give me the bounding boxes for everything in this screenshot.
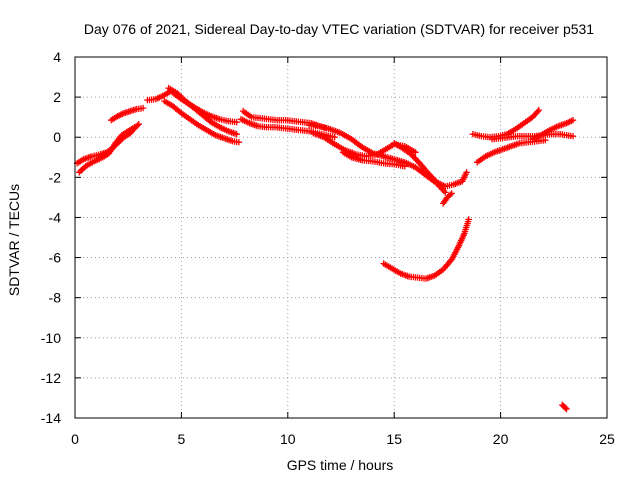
y-tick-label: -10 [41,330,61,346]
data-series-arc-k [391,140,470,190]
data-point-marker [131,124,138,131]
data-series-arc-l [339,149,408,170]
y-tick-label: 0 [53,129,61,145]
data-point-marker [139,104,147,112]
x-tick-label: 25 [599,431,615,447]
data-series-arc-s [559,401,570,413]
y-tick-label: -12 [41,370,61,386]
data-point-marker [569,133,577,140]
y-tick-label: 4 [53,49,61,65]
data-series-arc-g [239,107,330,132]
x-tick-label: 10 [280,431,296,447]
tick-layer: 0 5 10 15 20 25 -14 -12 -10 -8 -6 -4 -2 0 2 4 [41,49,615,447]
data-point-marker [562,404,569,412]
data-series-arc-r [529,117,577,143]
data-series-arc-p [474,137,549,166]
data-series-arc-n [380,216,472,282]
y-axis-label: SDTVAR / TECUs [6,184,22,296]
plot-frame [74,56,608,419]
y-tick-label: -6 [49,250,62,266]
data-point-marker [135,121,142,128]
data-point-marker [465,216,472,223]
x-tick-label: 5 [178,431,186,447]
y-tick-label: -14 [41,410,61,426]
data-point-marker [331,134,338,141]
x-tick-label: 0 [71,431,79,447]
data-point-marker [463,169,470,176]
data-point-marker [235,139,243,146]
data-point-marker [569,117,577,124]
data-point-marker [233,119,240,126]
data-point-marker [412,149,419,156]
data-series-arc-m [439,190,455,207]
y-tick-label: 2 [53,89,61,105]
data-series-arc-h [237,116,338,141]
data-point-marker [233,131,240,138]
data-point-marker [448,190,455,197]
data-series-arc-e [161,97,243,146]
data-series-arc-b [76,124,138,176]
y-tick-label: -4 [49,209,62,225]
y-tick-label: -2 [49,169,62,185]
data-series-arc-f [165,84,240,138]
data-point-marker [535,106,543,114]
chart-title: Day 076 of 2021, Sidereal Day-to-day VTE… [84,21,594,37]
data-series-arc-q [488,131,577,143]
x-axis-label: GPS time / hours [287,457,394,473]
data-point-marker [442,189,449,196]
x-tick-label: 15 [386,431,402,447]
data-point-marker [563,405,570,413]
x-tick-label: 20 [493,431,509,447]
data-layer [73,84,577,413]
data-series-arc-c [108,104,147,124]
data-point-marker [401,163,408,170]
y-tick-label: -8 [49,290,62,306]
